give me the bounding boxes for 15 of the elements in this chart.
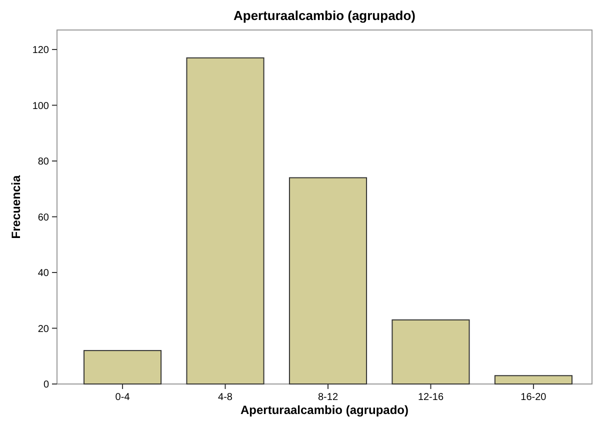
x-tick-label: 8-12: [318, 392, 338, 403]
x-tick-label: 0-4: [115, 392, 130, 403]
y-tick-label: 60: [38, 212, 50, 224]
x-axis-title: Aperturaalcambio (agrupado): [240, 403, 409, 417]
x-tick-label: 16-20: [520, 392, 547, 403]
x-tick-label: 12-16: [418, 392, 444, 403]
chart-title: Aperturaalcambio (agrupado): [233, 8, 416, 23]
x-tick-label: 4-8: [218, 392, 233, 403]
y-tick-label: 40: [38, 268, 50, 280]
y-axis-title: Frecuencia: [9, 175, 23, 239]
y-tick-label: 20: [38, 324, 50, 335]
y-tick-label: 80: [38, 156, 50, 168]
y-tick-label: 0: [43, 380, 50, 390]
y-tick-label: 100: [32, 100, 50, 112]
y-tick-label: 120: [32, 45, 50, 56]
